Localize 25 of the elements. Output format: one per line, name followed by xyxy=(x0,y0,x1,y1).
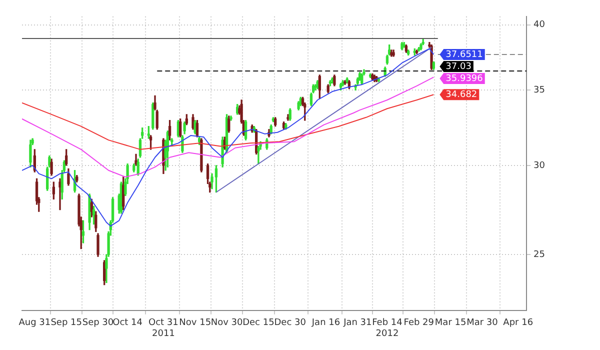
x-tick-label: Jan 31 xyxy=(342,318,372,328)
x-tick-label: Oct 31 2011 xyxy=(148,318,178,339)
x-tick-label: Mar 30 xyxy=(466,318,498,328)
x-tick-label: Sep 30 xyxy=(82,318,114,328)
data-label: 34.682 xyxy=(446,90,478,100)
x-tick-label: Mar 15 xyxy=(434,318,466,328)
y-tick-label: 35 xyxy=(534,85,545,96)
x-tick-label: Jan 16 xyxy=(310,318,340,328)
y-tick-label: 30 xyxy=(534,160,546,171)
x-tick-label: Feb 29 xyxy=(404,318,434,328)
x-tick-label: Oct 14 xyxy=(112,318,143,328)
x-tick-label: Nov 15 xyxy=(179,318,212,328)
annotation: 37.03 xyxy=(446,62,472,72)
x-tick-label: Aug 31 xyxy=(18,318,51,328)
y-tick-label: 25 xyxy=(534,250,545,260)
x-tick-label: Dec 15 xyxy=(242,318,274,328)
x-tick-label: Feb 14 2012 xyxy=(372,318,403,339)
x-tick-label: Dec 30 xyxy=(274,318,306,328)
y-tick-label: 40 xyxy=(534,20,546,30)
candlestick xyxy=(58,178,62,210)
x-tick-label: Apr 16 xyxy=(503,318,534,328)
data-label: 35.9396 xyxy=(446,74,484,84)
data-label: 37.6511 xyxy=(446,50,483,60)
x-tick-label: Sep 15 xyxy=(50,318,82,328)
x-tick-label: Nov 30 xyxy=(210,318,243,328)
